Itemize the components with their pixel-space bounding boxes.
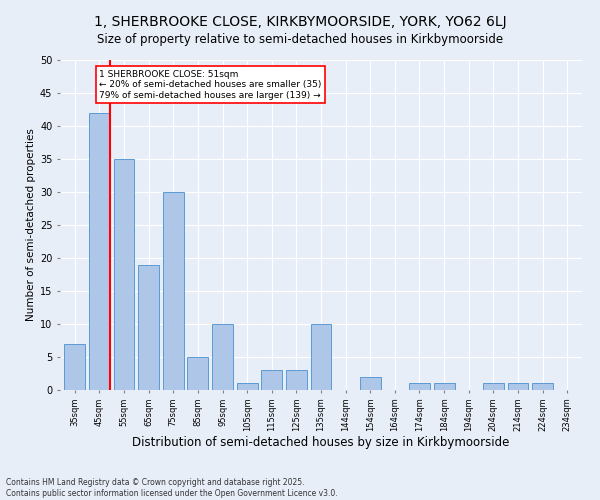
- Bar: [261, 370, 282, 390]
- Bar: [187, 357, 208, 390]
- Bar: [163, 192, 184, 390]
- Bar: [409, 384, 430, 390]
- Y-axis label: Number of semi-detached properties: Number of semi-detached properties: [26, 128, 35, 322]
- Bar: [236, 384, 257, 390]
- Bar: [138, 264, 159, 390]
- Bar: [311, 324, 331, 390]
- Bar: [212, 324, 233, 390]
- Bar: [113, 159, 134, 390]
- X-axis label: Distribution of semi-detached houses by size in Kirkbymoorside: Distribution of semi-detached houses by …: [133, 436, 509, 448]
- Bar: [532, 384, 553, 390]
- Bar: [483, 384, 504, 390]
- Bar: [508, 384, 529, 390]
- Text: Contains HM Land Registry data © Crown copyright and database right 2025.
Contai: Contains HM Land Registry data © Crown c…: [6, 478, 338, 498]
- Text: 1 SHERBROOKE CLOSE: 51sqm
← 20% of semi-detached houses are smaller (35)
79% of : 1 SHERBROOKE CLOSE: 51sqm ← 20% of semi-…: [100, 70, 322, 100]
- Text: Size of property relative to semi-detached houses in Kirkbymoorside: Size of property relative to semi-detach…: [97, 32, 503, 46]
- Bar: [286, 370, 307, 390]
- Text: 1, SHERBROOKE CLOSE, KIRKBYMOORSIDE, YORK, YO62 6LJ: 1, SHERBROOKE CLOSE, KIRKBYMOORSIDE, YOR…: [94, 15, 506, 29]
- Bar: [64, 344, 85, 390]
- Bar: [89, 113, 110, 390]
- Bar: [360, 377, 381, 390]
- Bar: [434, 384, 455, 390]
